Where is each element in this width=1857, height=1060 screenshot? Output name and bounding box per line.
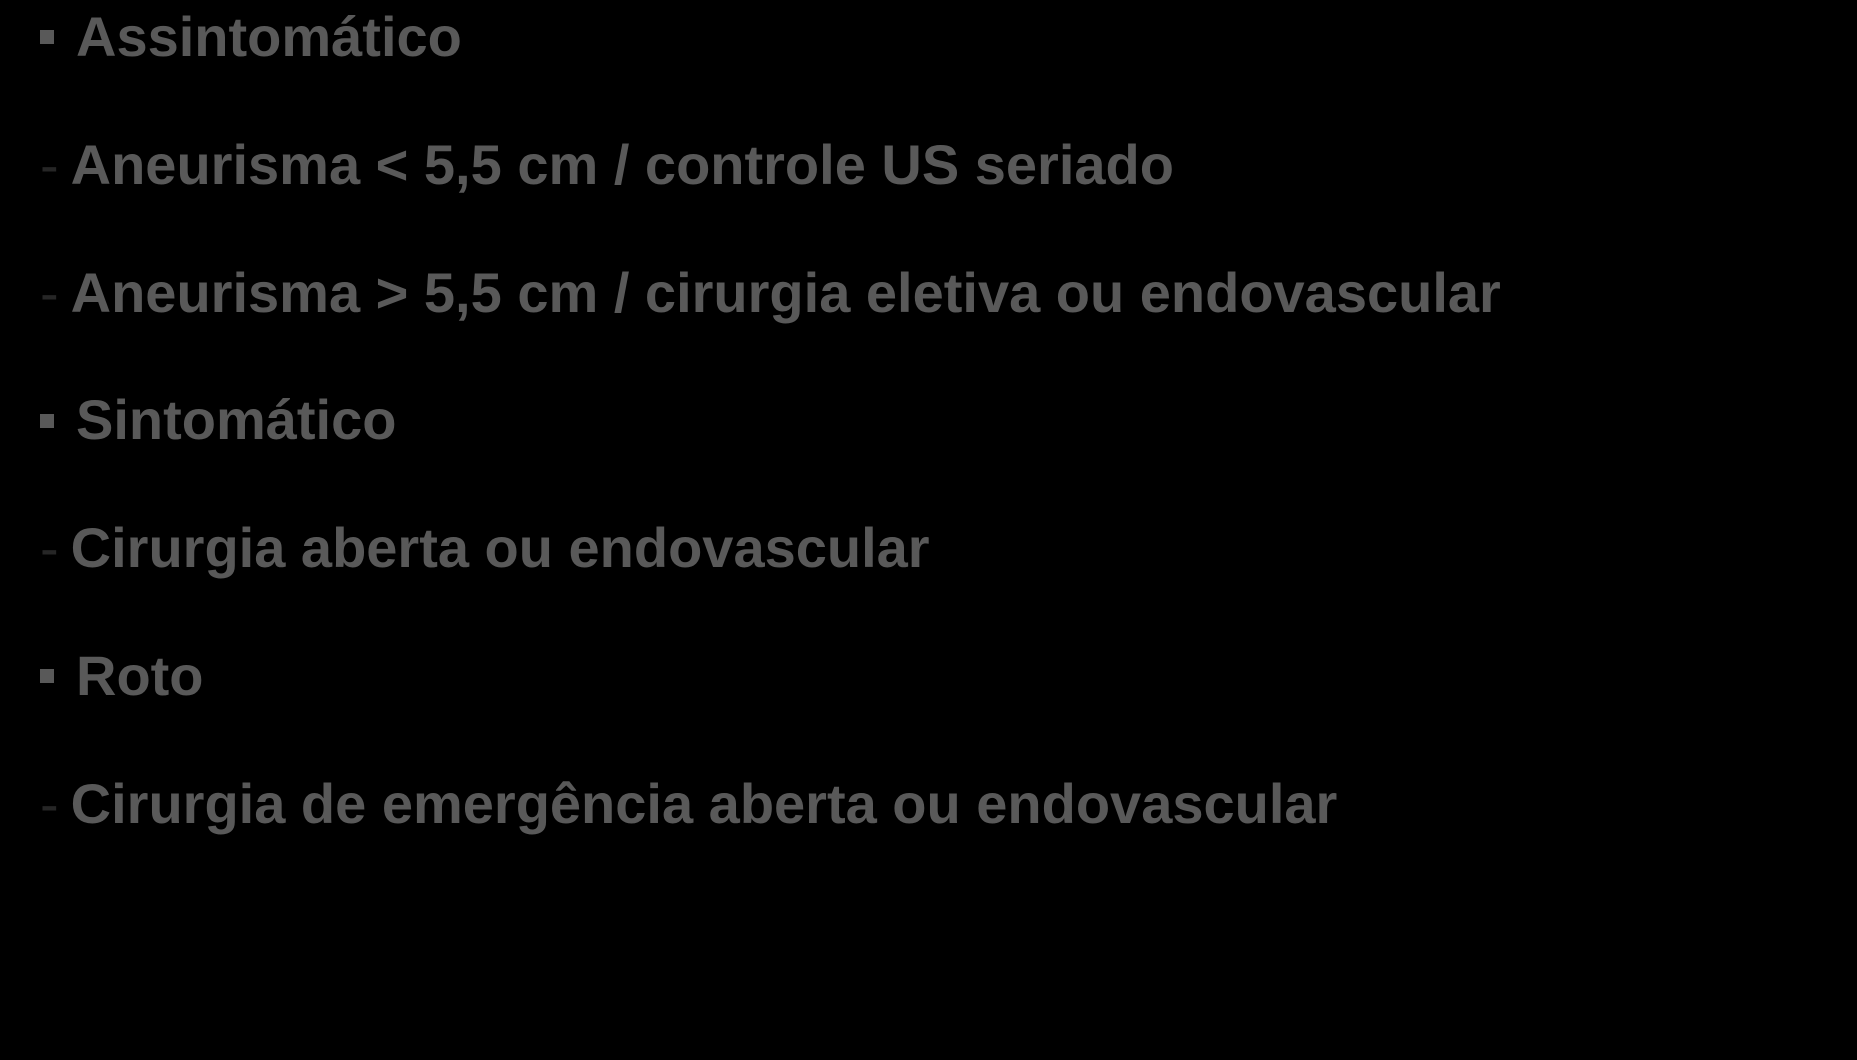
- sub-text: Aneurisma > 5,5 cm / cirurgia eletiva ou…: [71, 261, 1501, 324]
- spacer: [40, 195, 1857, 264]
- heading-text: Sintomático: [76, 388, 396, 451]
- sub-text: Cirurgia de emergência aberta ou endovas…: [71, 772, 1338, 835]
- heading-roto: Roto: [40, 647, 1857, 706]
- square-bullet-icon: [40, 669, 54, 683]
- dash-bullet: -: [40, 519, 59, 578]
- sub-aneurisma-large: -Aneurisma > 5,5 cm / cirurgia eletiva o…: [40, 264, 1857, 323]
- sub-cirurgia-aberta: -Cirurgia aberta ou endovascular: [40, 519, 1857, 578]
- spacer: [40, 67, 1857, 136]
- dash-bullet: -: [40, 264, 59, 323]
- sub-text: Cirurgia aberta ou endovascular: [71, 516, 930, 579]
- dash-bullet: -: [40, 775, 59, 834]
- slide: Assintomático -Aneurisma < 5,5 cm / cont…: [0, 0, 1857, 1060]
- spacer: [40, 706, 1857, 775]
- sub-cirurgia-emergencia: -Cirurgia de emergência aberta ou endova…: [40, 775, 1857, 834]
- sub-aneurisma-small: -Aneurisma < 5,5 cm / controle US seriad…: [40, 136, 1857, 195]
- heading-assintomatico: Assintomático: [40, 8, 1857, 67]
- heading-text: Roto: [76, 644, 204, 707]
- spacer: [40, 450, 1857, 519]
- spacer: [40, 322, 1857, 391]
- square-bullet-icon: [40, 414, 54, 428]
- spacer: [40, 578, 1857, 647]
- sub-text: Aneurisma < 5,5 cm / controle US seriado: [71, 133, 1174, 196]
- heading-text: Assintomático: [76, 5, 462, 68]
- dash-bullet: -: [40, 136, 59, 195]
- square-bullet-icon: [40, 30, 54, 44]
- heading-sintomatico: Sintomático: [40, 391, 1857, 450]
